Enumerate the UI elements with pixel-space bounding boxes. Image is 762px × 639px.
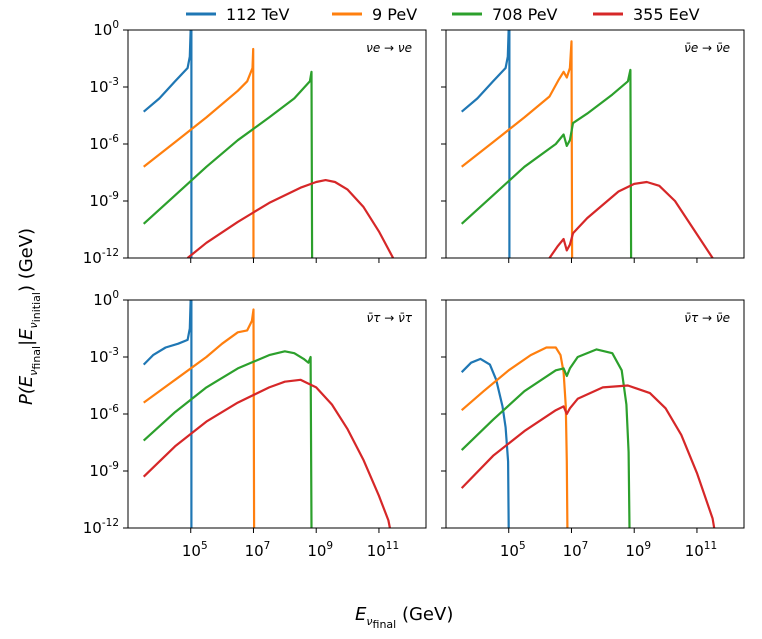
x-axis-title: Eνfinal (GeV) (355, 604, 453, 631)
legend-entry: 708 PeV (452, 5, 558, 24)
x-tick-label: 105 (500, 540, 526, 560)
panel-label: ν̄e → ν̄e (684, 41, 730, 55)
x-tick-label: 107 (245, 540, 271, 560)
panel: 105 107 109 1011 ν̄τ → ν̄e (441, 299, 745, 560)
series-line (143, 308, 256, 528)
x-tick-label: 107 (563, 540, 589, 560)
legend-entry: 355 EeV (593, 5, 700, 24)
legend-label: 708 PeV (492, 5, 558, 24)
series-line (460, 30, 511, 258)
panel: 100 10-3 10-6 10-9 10-12 νe → νe (83, 19, 427, 267)
series-line (460, 384, 716, 528)
series-line (142, 350, 313, 528)
x-tick-label: 105 (182, 540, 208, 560)
panel-frame (445, 299, 745, 529)
y-tick-label: 10-6 (89, 403, 119, 423)
panel: 100 10-3 10-6 10-9 10-12 105 107 109 1011 ν̄τ → ν… (83, 289, 427, 560)
legend-label: 9 PeV (372, 5, 417, 24)
series-line (142, 300, 193, 528)
series-line (142, 70, 314, 258)
series-line (142, 378, 391, 528)
y-tick-label: 100 (93, 19, 119, 39)
y-tick-label: 10-6 (89, 133, 119, 153)
panel-label: ν̄τ → ν̄τ (366, 311, 412, 325)
legend: 112 TeV 9 PeV 708 PeV 355 EeV (186, 5, 700, 24)
legend-label: 355 EeV (633, 5, 700, 24)
y-axis-title: P(Eνfinal|Eνinitial) (GeV) (16, 228, 43, 405)
y-tick-label: 10-3 (89, 346, 119, 366)
panel-label: ν̄τ → ν̄e (684, 311, 730, 325)
y-tick-label: 10-3 (89, 76, 119, 96)
y-tick-label: 10-9 (89, 460, 119, 480)
x-tick-label: 109 (625, 540, 651, 560)
series-line (548, 180, 714, 258)
series-line (461, 40, 574, 258)
series-line (142, 30, 193, 258)
series-line (460, 346, 569, 528)
y-tick-label: 10-12 (83, 247, 119, 267)
series-line (186, 179, 395, 258)
x-tick-label: 1011 (685, 540, 717, 560)
x-tick-label: 1011 (367, 540, 399, 560)
series-line (460, 348, 631, 528)
legend-entry: 112 TeV (186, 5, 290, 24)
y-tick-label: 10-12 (83, 517, 119, 537)
panel: ν̄e → ν̄e (441, 29, 745, 263)
legend-entry: 9 PeV (332, 5, 417, 24)
legend-label: 112 TeV (226, 5, 290, 24)
y-tick-label: 100 (93, 289, 119, 309)
x-tick-label: 109 (307, 540, 333, 560)
series-line (460, 68, 633, 258)
y-tick-label: 10-9 (89, 190, 119, 210)
panel-label: νe → νe (366, 41, 412, 55)
series-line (143, 47, 255, 258)
